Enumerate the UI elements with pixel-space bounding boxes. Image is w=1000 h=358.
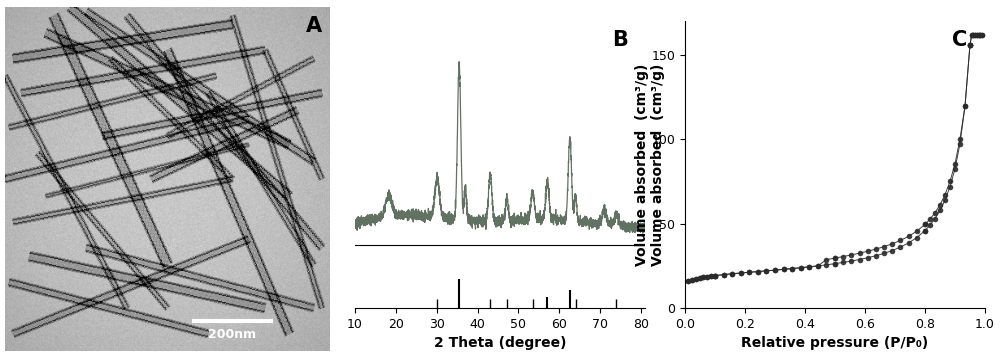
X-axis label: 2 Theta (degree): 2 Theta (degree) [434,336,566,350]
Text: C: C [952,30,967,50]
Y-axis label: Volume absorbed  (cm³/g): Volume absorbed (cm³/g) [635,63,649,266]
Text: A: A [306,16,322,36]
Text: 200nm: 200nm [208,328,257,341]
Text: Volume absorbed  (cm³/g): Volume absorbed (cm³/g) [651,63,665,266]
X-axis label: Relative pressure (P/P₀): Relative pressure (P/P₀) [741,336,929,350]
Text: B: B [612,30,628,50]
